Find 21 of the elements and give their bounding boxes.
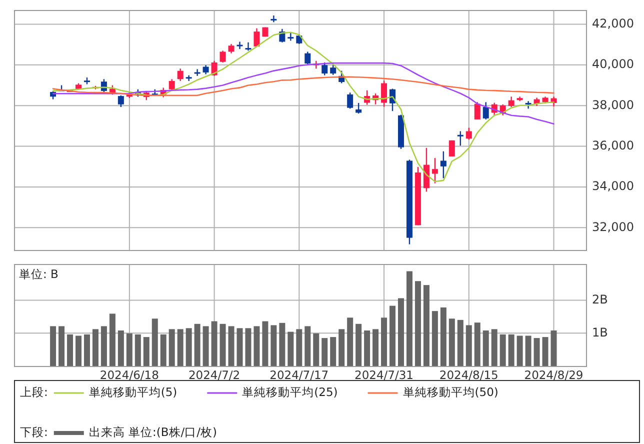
y-tick-label: 2B: [592, 292, 608, 306]
legend-label: 単純移動平均(25): [242, 385, 338, 400]
x-tick-label: 2024/7/17: [270, 368, 329, 382]
legend-label: 単純移動平均(5): [88, 385, 178, 400]
y-tick-label: 38,000: [592, 98, 634, 112]
x-tick-label: 2024/8/15: [439, 368, 498, 382]
legend-label: 単純移動平均(50): [402, 385, 498, 400]
x-tick-label: 2024/6/18: [100, 368, 159, 382]
text: 上段:: [20, 385, 48, 400]
legend-label: 出来高 単位:(B株/口/枚): [88, 425, 218, 440]
text: 下段:: [20, 425, 48, 440]
x-tick-label: 2024/8/29: [524, 368, 584, 382]
y-tick-label: 1B: [592, 325, 608, 340]
y-tick-label: 40,000: [592, 57, 634, 72]
annotation: 単位: B: [19, 267, 59, 281]
y-tick-label: 42,000: [592, 16, 634, 31]
x-tick-label: 2024/7/31: [354, 368, 414, 382]
y-tick-label: 32,000: [592, 220, 634, 234]
x-tick-label: 2024/7/2: [188, 368, 240, 382]
y-tick-label: 34,000: [592, 179, 634, 194]
y-tick-label: 36,000: [592, 138, 634, 153]
